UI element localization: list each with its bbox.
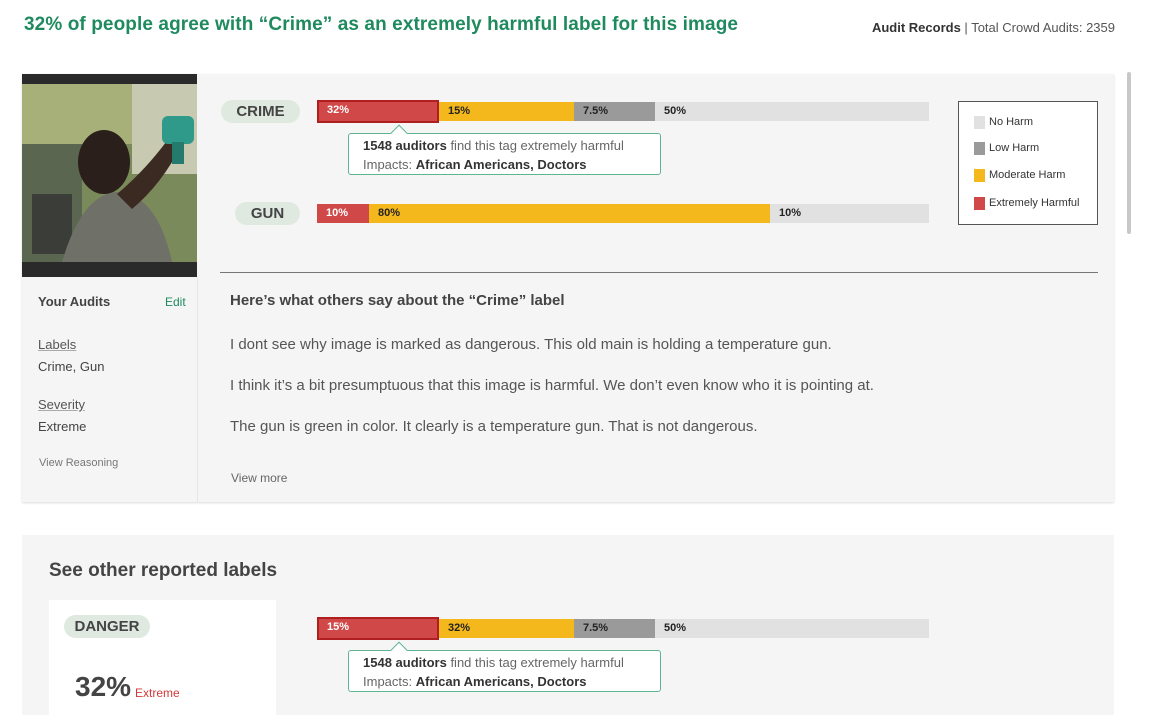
tag-gun[interactable]: GUN	[235, 202, 300, 225]
danger-segment-extremely-harmful[interactable]: 15%	[317, 617, 439, 640]
scrollbar-thumb[interactable]	[1127, 72, 1131, 234]
danger-tooltip: 1548 auditors find this tag extremely ha…	[348, 641, 661, 692]
tag-crime[interactable]: CRIME	[221, 100, 300, 123]
gun-segment-no-harm[interactable]: 10%	[779, 207, 802, 219]
legend-label: Moderate Harm	[989, 169, 1066, 181]
danger-percent: 32%	[75, 671, 132, 702]
harm-bar-danger: 15% 32% 7.5% 50%	[317, 617, 929, 640]
your-audits-title: Your Audits	[38, 294, 111, 309]
total-audits: Total Crowd Audits: 2359	[971, 20, 1115, 35]
auditor-count: 1548 auditors	[363, 655, 447, 670]
view-more-link[interactable]: View more	[231, 471, 288, 485]
severity-field-title: Severity	[38, 397, 85, 412]
tag-danger[interactable]: DANGER	[64, 615, 150, 638]
impacts-label: Impacts:	[363, 674, 416, 689]
section-divider	[220, 272, 1098, 273]
other-labels-section: See other reported labels DANGER 32% Ext…	[22, 535, 1114, 720]
crime-segment-low-harm[interactable]: 7.5%	[574, 102, 655, 121]
crime-segment-no-harm[interactable]: 50%	[664, 105, 687, 117]
harm-bar-gun: 10% 80% 10%	[317, 204, 929, 223]
others-say-title: Here’s what others say about the “Crime”…	[230, 292, 565, 309]
gun-segment-extremely-harmful[interactable]: 10%	[317, 204, 369, 223]
tooltip-line-1: 1548 auditors find this tag extremely ha…	[363, 136, 646, 155]
harm-legend: No Harm Low Harm Moderate Harm Extremely…	[958, 101, 1098, 225]
crime-tooltip: 1548 auditors find this tag extremely ha…	[348, 124, 661, 175]
legend-swatch	[974, 197, 985, 210]
harm-bar-crime: 32% 15% 7.5% 50%	[317, 100, 929, 123]
tooltip-text: find this tag extremely harmful	[446, 655, 624, 670]
your-audits-panel: Your Audits Edit Labels Crime, Gun Sever…	[22, 277, 198, 502]
danger-segment-moderate-harm[interactable]: 32%	[439, 619, 574, 638]
danger-severity: Extreme	[135, 686, 180, 700]
edit-link[interactable]: Edit	[165, 295, 186, 309]
legend-moderate-harm: Moderate Harm	[974, 169, 1065, 183]
danger-segment-no-harm[interactable]: 50%	[664, 622, 687, 634]
tooltip-line-2: Impacts: African Americans, Doctors	[363, 155, 646, 174]
audit-records: Audit Records | Total Crowd Audits: 2359	[872, 20, 1115, 35]
legend-low-harm: Low Harm	[974, 142, 1039, 156]
audit-records-link[interactable]: Audit Records	[871, 20, 961, 35]
legend-extremely-harmful: Extremely Harmful	[974, 197, 1079, 211]
photo-illustration	[22, 74, 197, 277]
legend-swatch	[974, 116, 985, 129]
view-reasoning-link[interactable]: View Reasoning	[39, 457, 119, 469]
labels-field-value: Crime, Gun	[38, 359, 105, 374]
tooltip-line-1: 1548 auditors find this tag extremely ha…	[363, 653, 646, 672]
audit-card: Your Audits Edit Labels Crime, Gun Sever…	[22, 74, 1114, 502]
legend-no-harm: No Harm	[974, 116, 1033, 130]
severity-field-value: Extreme	[38, 419, 87, 434]
labels-field-title: Labels	[38, 337, 77, 352]
tooltip-line-2: Impacts: African Americans, Doctors	[363, 672, 646, 691]
crime-segment-moderate-harm[interactable]: 15%	[439, 102, 574, 121]
legend-swatch	[974, 169, 985, 182]
danger-label-card[interactable]: DANGER 32% Extreme	[49, 600, 276, 720]
impacts-value: African Americans, Doctors	[415, 674, 587, 689]
comment: I dont see why image is marked as danger…	[230, 336, 832, 353]
legend-label: Extremely Harmful	[989, 197, 1080, 209]
comment: I think it’s a bit presumptuous that thi…	[230, 377, 874, 394]
legend-label: No Harm	[989, 116, 1034, 128]
audited-image	[22, 74, 197, 277]
page-headline: 32% of people agree with “Crime” as an e…	[24, 14, 739, 35]
impacts-value: African Americans, Doctors	[415, 157, 587, 172]
legend-label: Low Harm	[989, 142, 1040, 154]
gun-segment-moderate-harm[interactable]: 80%	[369, 204, 770, 223]
auditor-count: 1548 auditors	[363, 138, 447, 153]
crime-segment-extremely-harmful[interactable]: 32%	[317, 100, 439, 123]
impacts-label: Impacts:	[363, 157, 416, 172]
legend-swatch	[974, 142, 985, 155]
danger-segment-low-harm[interactable]: 7.5%	[574, 619, 655, 638]
tooltip-text: find this tag extremely harmful	[446, 138, 624, 153]
other-labels-title: See other reported labels	[49, 560, 278, 581]
comment: The gun is green in color. It clearly is…	[230, 418, 758, 435]
records-separator: |	[960, 20, 972, 35]
